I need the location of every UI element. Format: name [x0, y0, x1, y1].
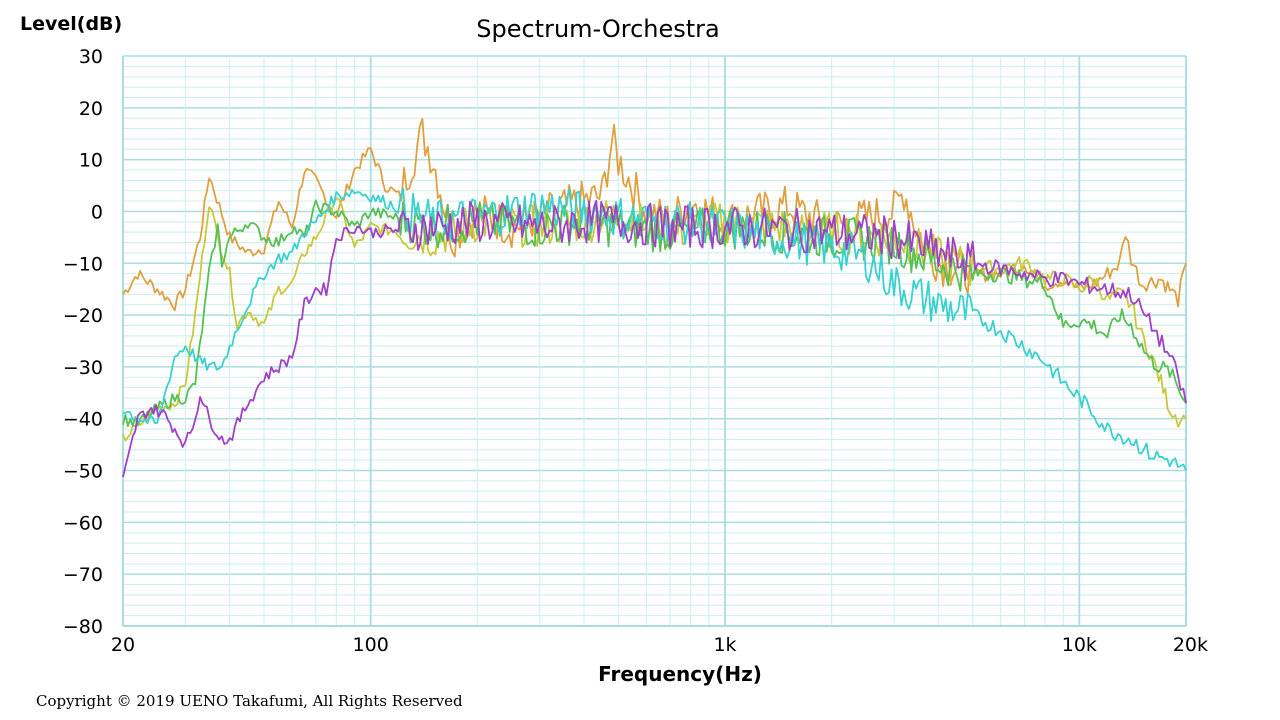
series-line-5 [122, 199, 1187, 478]
x-tick-label: 20 [111, 634, 135, 656]
y-axis-label: Level(dB) [20, 13, 122, 35]
x-tick-label: 1k [713, 634, 736, 656]
y-tick-label: −50 [63, 461, 103, 483]
chart-title: Spectrum-Orchestra [476, 15, 720, 43]
y-tick-label: −70 [63, 564, 103, 586]
y-tick-label: 30 [79, 46, 103, 68]
y-tick-label: −60 [63, 512, 103, 534]
y-tick-label: −40 [63, 409, 103, 431]
series-lines [122, 117, 1187, 478]
copyright-notice: Copyright © 2019 UENO Takafumi, All Righ… [36, 692, 463, 710]
y-tick-label: 10 [79, 150, 103, 172]
y-tick-label: −80 [63, 616, 103, 638]
y-tick-label: −10 [63, 253, 103, 275]
x-tick-label: 100 [353, 634, 389, 656]
y-tick-label: 0 [91, 201, 103, 223]
y-tick-label: −20 [63, 305, 103, 327]
x-axis-label: Frequency(Hz) [598, 662, 762, 686]
y-tick-labels: 30 20 10 0 −10 −20 −30 −40 −50 −60 −70 −80 [63, 46, 103, 638]
x-tick-label: 20k [1173, 634, 1208, 656]
y-tick-label: 20 [79, 98, 103, 120]
x-tick-labels: 20 100 1k 10k 20k [111, 634, 1208, 656]
series-line-3 [122, 199, 1187, 427]
y-tick-label: −30 [63, 357, 103, 379]
grid-lines [122, 55, 1187, 627]
x-tick-label: 10k [1062, 634, 1097, 656]
